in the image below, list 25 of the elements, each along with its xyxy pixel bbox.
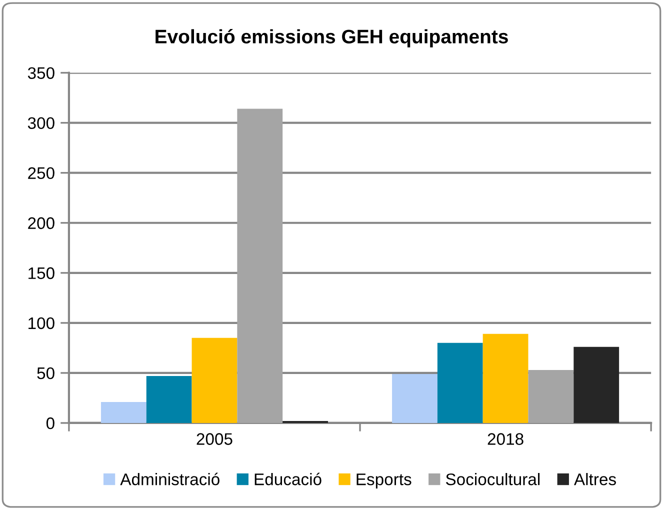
legend-label: Esports [356, 474, 412, 489]
y-tick-label: 150 [28, 267, 54, 280]
legend-label: Altres [574, 473, 616, 486]
bar [528, 370, 574, 423]
chart-title: Evolució emissions GEH equipaments [156, 29, 508, 48]
y-tick-label: 50 [37, 367, 54, 380]
bar [574, 346, 620, 423]
y-tick-label: 100 [28, 317, 54, 330]
y-tick-label: 200 [28, 217, 54, 230]
legend-label: Sociocultural [446, 473, 540, 486]
y-tick-label: 250 [28, 167, 54, 180]
x-tick-label: 2005 [196, 433, 232, 445]
bar [237, 108, 283, 423]
legend-label: Educació [254, 472, 322, 486]
x-tick-label: 2018 [488, 433, 524, 445]
y-tick-label: 350 [28, 67, 54, 79]
bar [100, 402, 146, 423]
bar [482, 334, 528, 423]
bar [146, 376, 192, 423]
bar [192, 338, 238, 423]
bar [392, 374, 438, 423]
y-tick-label: 300 [28, 117, 54, 130]
y-tick-label: 0 [46, 417, 54, 430]
bar [437, 342, 483, 423]
legend-label: Administració [120, 472, 220, 486]
